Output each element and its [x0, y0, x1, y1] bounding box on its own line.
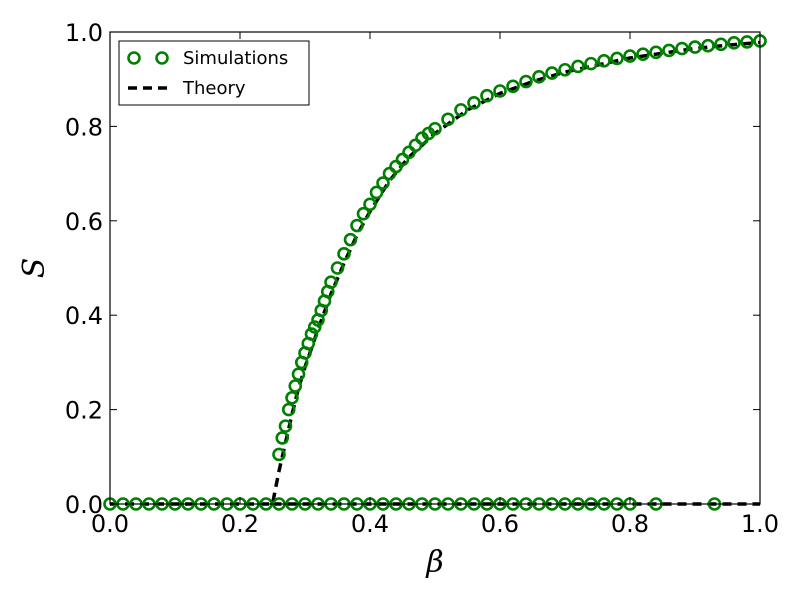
x-tick-label: 0.6 — [481, 510, 519, 538]
simulation-point — [307, 320, 322, 334]
simulation-point — [506, 79, 520, 94]
simulation-point — [343, 232, 358, 247]
simulation-point — [369, 185, 384, 200]
simulation-point — [480, 88, 494, 103]
simulation-point — [688, 40, 702, 54]
legend-sim-marker-2 — [155, 51, 169, 65]
simulation-point — [727, 36, 741, 50]
simulation-point — [356, 206, 371, 221]
x-tick-label: 0.0 — [91, 510, 129, 538]
simulation-point — [493, 84, 507, 98]
simulation-point — [330, 261, 345, 275]
simulation-point — [285, 390, 299, 405]
y-tick-label: 1.0 — [65, 19, 103, 47]
plot-area — [110, 32, 760, 504]
x-tick-label: 1.0 — [741, 510, 779, 538]
simulation-point — [272, 447, 286, 462]
x-tick-label: 0.8 — [611, 510, 649, 538]
simulation-point — [363, 197, 377, 212]
y-axis-label: S — [17, 258, 52, 279]
simulation-point — [275, 431, 290, 445]
legend-theory-label: Theory — [182, 78, 246, 99]
simulation-point — [675, 41, 689, 56]
y-tick-label: 0.0 — [65, 491, 103, 519]
simulation-point — [337, 247, 351, 261]
legend: Simulations Theory — [118, 40, 310, 106]
simulation-point — [428, 121, 442, 136]
x-tick-label: 0.2 — [221, 510, 259, 538]
simulation-point — [662, 43, 676, 58]
legend-box — [118, 40, 310, 106]
simulation-point — [324, 275, 338, 289]
y-tick-label: 0.6 — [65, 208, 103, 236]
simulation-point — [558, 62, 572, 77]
simulation-point — [441, 112, 455, 127]
simulation-point — [467, 96, 481, 110]
ticks-layer: 0.0 0.2 0.4 0.6 0.8 1.0 0.0 0.2 0.4 0.6 0.8 1.0 — [65, 19, 779, 538]
simulation-point — [584, 56, 598, 71]
simulation-point — [454, 103, 468, 117]
simulation-point — [545, 66, 559, 80]
plot-frame — [109, 31, 761, 505]
simulation-point — [714, 37, 728, 52]
legend-sim-label: Simulations — [183, 48, 288, 69]
y-tick-label: 0.8 — [65, 113, 103, 141]
simulation-point — [571, 59, 585, 74]
y-tick-label: 0.4 — [65, 302, 103, 330]
simulation-point — [304, 327, 319, 341]
simulation-point — [649, 45, 663, 60]
simulation-point — [519, 74, 533, 89]
legend-sim-marker-1 — [127, 51, 141, 65]
simulation-point — [278, 419, 293, 433]
simulation-point — [376, 176, 390, 190]
simulation-point — [288, 379, 303, 393]
theory-line — [110, 40, 761, 506]
simulation-point — [610, 51, 624, 66]
simulation-point — [623, 49, 637, 63]
simulation-point — [740, 35, 754, 49]
y-tick-label: 0.2 — [65, 397, 103, 425]
simulation-point — [597, 53, 611, 68]
x-tick-label: 0.4 — [351, 510, 389, 538]
simulation-point — [291, 367, 306, 382]
simulation-point — [350, 218, 364, 233]
simulation-point — [636, 47, 650, 61]
simulation-point — [532, 70, 546, 84]
simulation-point — [281, 402, 296, 417]
simulation-point — [701, 38, 715, 53]
x-axis-label: β — [425, 545, 443, 580]
